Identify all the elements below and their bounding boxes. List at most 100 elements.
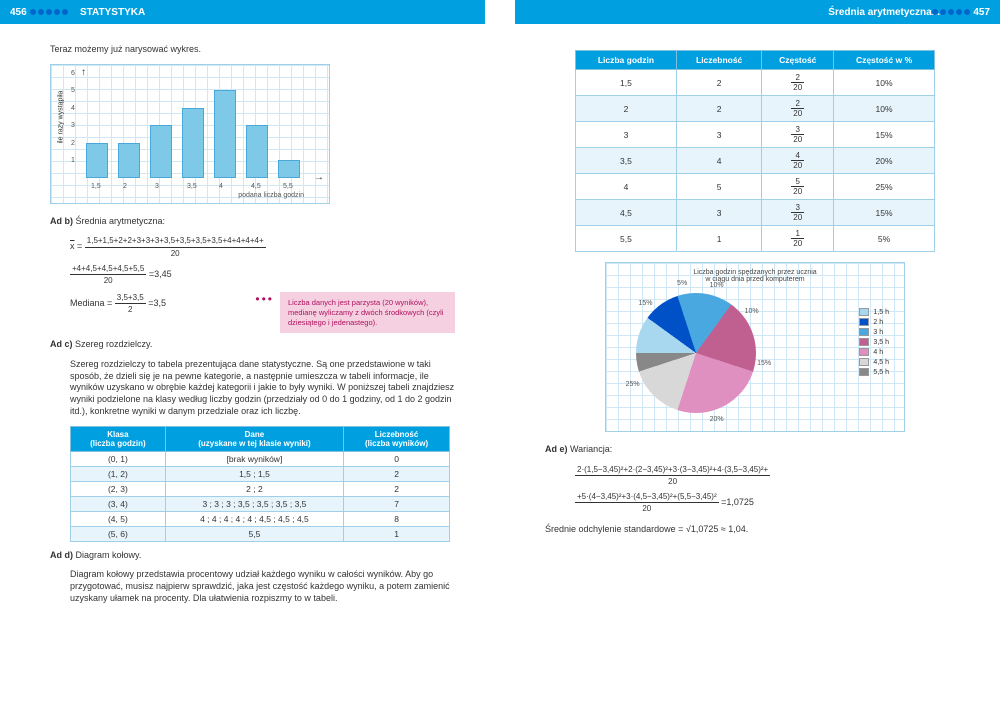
- header-title-left: STATYSTYKA: [80, 7, 145, 18]
- table-header: Liczba godzin: [576, 51, 677, 70]
- pie-percent-label: 25%: [626, 381, 640, 388]
- table-row: 5,511205%: [576, 226, 935, 252]
- table-cell: 3: [676, 122, 762, 148]
- table-cell: 3,5: [576, 148, 677, 174]
- class-table: Klasa(liczba godzin)Dane(uzyskane w tej …: [70, 426, 450, 542]
- y-tick-label: 6: [71, 70, 75, 77]
- x-tick-label: 4: [219, 183, 223, 190]
- pie-chart: [636, 293, 756, 413]
- table-row: 3,5442020%: [576, 148, 935, 174]
- legend-item: 5,5 h: [859, 368, 889, 376]
- median-formula: Mediana = 3,5+3,52 =3,5: [70, 292, 249, 315]
- bar-area: 1,5233,544,55,5123456: [81, 75, 309, 178]
- table-cell: 0: [344, 451, 450, 466]
- pie-percent-label: 10%: [745, 308, 759, 315]
- table-cell: 25%: [834, 174, 935, 200]
- header-left: 456 STATYSTYKA: [0, 0, 485, 24]
- table-row: 4,5332015%: [576, 200, 935, 226]
- ad-b-heading: Ad b) Średnia arytmetyczna:: [50, 216, 455, 228]
- table-cell: [brak wyników]: [165, 451, 343, 466]
- page-number-left: 456: [10, 7, 27, 18]
- table-cell: (5, 6): [71, 526, 166, 541]
- pie-chart-container: Liczba godzin spędzanych przez ucznia w …: [605, 262, 905, 432]
- table-cell: 2: [676, 96, 762, 122]
- table-cell: 1: [344, 526, 450, 541]
- table-cell: 7: [344, 496, 450, 511]
- pie-percent-label: 15%: [639, 300, 653, 307]
- table-cell: 2: [344, 481, 450, 496]
- left-content: Teraz możemy już narysować wykres. ile r…: [0, 24, 485, 622]
- hint-box: Liczba danych jest parzysta (20 wyników)…: [280, 292, 455, 333]
- table-row: 3332015%: [576, 122, 935, 148]
- table-cell: 1,5: [576, 70, 677, 96]
- pie-legend: 1,5 h2 h3 h3,5 h4 h4,5 h5,5 h: [859, 308, 889, 378]
- mean-formula: x = 1,5+1,5+2+2+3+3+3+3,5+3,5+3,5+3,5+4+…: [70, 235, 455, 258]
- table-cell: (1, 2): [71, 466, 166, 481]
- table-cell: 10%: [834, 96, 935, 122]
- pie-percent-label: 10%: [710, 282, 724, 289]
- std-dev: Średnie odchylenie standardowe = √1,0725…: [545, 524, 950, 536]
- table-cell: 220: [762, 70, 834, 96]
- table-row: (1, 2)1,5 ; 1,52: [71, 466, 450, 481]
- hint-dots-icon: •••: [255, 292, 274, 306]
- bar: [214, 90, 236, 178]
- table-row: (2, 3)2 ; 22: [71, 481, 450, 496]
- table-header: Częstość w %: [834, 51, 935, 70]
- bar: [86, 143, 108, 178]
- pie-percent-label: 5%: [677, 280, 687, 287]
- table-cell: 5,5: [165, 526, 343, 541]
- table-header: Dane(uzyskane w tej klasie wyniki): [165, 426, 343, 451]
- right-content: Liczba godzinLiczebnośćCzęstośćCzęstość …: [515, 24, 1000, 554]
- page-spread: 456 STATYSTYKA Teraz możemy już narysowa…: [0, 0, 1000, 721]
- table-cell: 4: [576, 174, 677, 200]
- table-cell: 5: [676, 174, 762, 200]
- table-cell: 4: [676, 148, 762, 174]
- table-cell: 2: [576, 96, 677, 122]
- table-cell: 4,5: [576, 200, 677, 226]
- table-cell: 4 ; 4 ; 4 ; 4 ; 4 ; 4,5 ; 4,5 ; 4,5: [165, 511, 343, 526]
- table-header: Klasa(liczba godzin): [71, 426, 166, 451]
- table-row: 1,5222010%: [576, 70, 935, 96]
- table-row: (5, 6)5,51: [71, 526, 450, 541]
- x-tick-label: 3,5: [187, 183, 197, 190]
- bar: [182, 108, 204, 178]
- table-header: Liczebność: [676, 51, 762, 70]
- table-cell: (2, 3): [71, 481, 166, 496]
- legend-item: 3 h: [859, 328, 889, 336]
- frequency-table: Liczba godzinLiczebnośćCzęstośćCzęstość …: [575, 50, 935, 252]
- table-header: Liczebność(liczba wyników): [344, 426, 450, 451]
- bar-chart: ile razy wystąpiła ↑ → 1,5233,544,55,512…: [50, 64, 330, 204]
- table-cell: 20%: [834, 148, 935, 174]
- table-cell: (3, 4): [71, 496, 166, 511]
- pie-percent-label: 20%: [710, 416, 724, 423]
- table-cell: 3: [676, 200, 762, 226]
- x-tick-label: 4,5: [251, 183, 261, 190]
- y-tick-label: 5: [71, 87, 75, 94]
- table-cell: 15%: [834, 200, 935, 226]
- table-cell: 320: [762, 122, 834, 148]
- legend-item: 4,5 h: [859, 358, 889, 366]
- table-cell: 220: [762, 96, 834, 122]
- y-tick-label: 1: [71, 157, 75, 164]
- left-page: 456 STATYSTYKA Teraz możemy już narysowa…: [0, 0, 500, 721]
- x-arrow: →: [314, 172, 324, 183]
- bar: [118, 143, 140, 178]
- table-row: (0, 1)[brak wyników]0: [71, 451, 450, 466]
- y-tick-label: 2: [71, 140, 75, 147]
- table-cell: (4, 5): [71, 511, 166, 526]
- bar: [150, 125, 172, 178]
- header-right: Średnia arytmetyczna... 457: [515, 0, 1000, 24]
- bar: [246, 125, 268, 178]
- table-cell: 420: [762, 148, 834, 174]
- x-tick-label: 1,5: [91, 183, 101, 190]
- ad-d-text: Diagram kołowy przedstawia procentowy ud…: [70, 569, 455, 604]
- legend-item: 2 h: [859, 318, 889, 326]
- table-cell: 520: [762, 174, 834, 200]
- x-tick-label: 2: [123, 183, 127, 190]
- header-title-right: Średnia arytmetyczna...: [828, 7, 940, 18]
- ad-c-text: Szereg rozdzielczy to tabela prezentując…: [70, 359, 455, 417]
- table-cell: 2: [344, 466, 450, 481]
- table-cell: 1,5 ; 1,5: [165, 466, 343, 481]
- ad-e-heading: Ad e) Wariancja:: [545, 444, 950, 456]
- ad-c-heading: Ad c) Szereg rozdzielczy.: [50, 339, 455, 351]
